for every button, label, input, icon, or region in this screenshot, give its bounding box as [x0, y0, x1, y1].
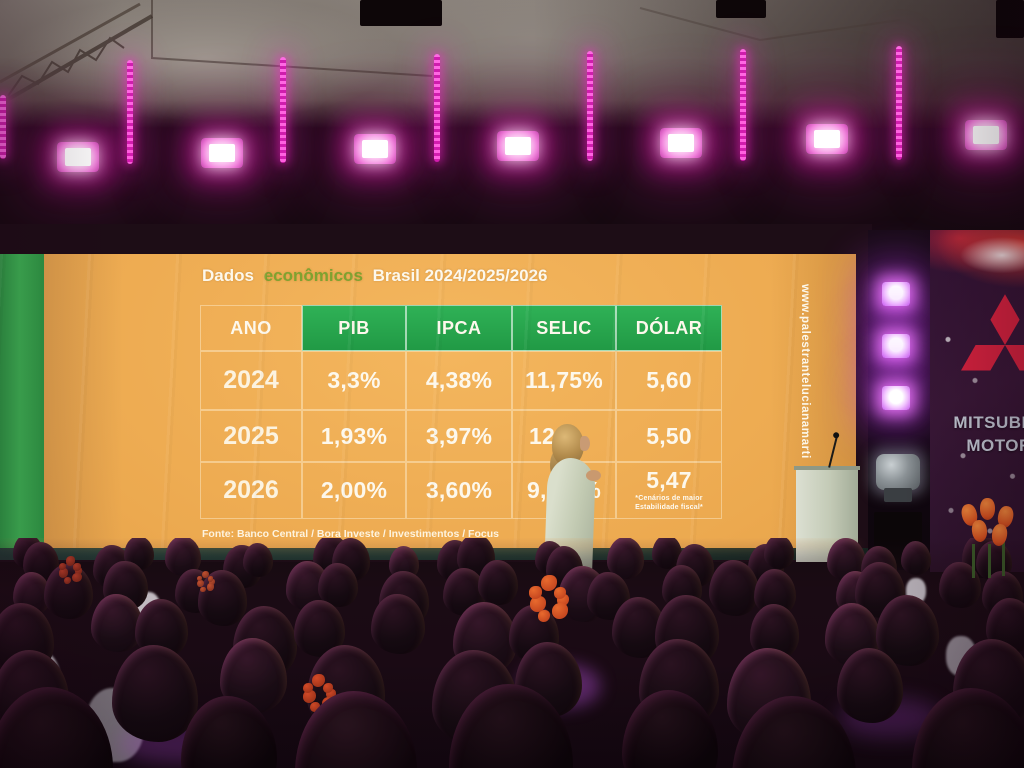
slide-title: Dados econômicos Brasil 2024/2025/2026 [202, 266, 553, 286]
stage-light-strip [0, 95, 6, 159]
stage-light-panel [965, 120, 1007, 150]
truss-light [882, 386, 910, 410]
title-word-economicos: econômicos [263, 266, 363, 285]
cell-2024-pib: 3,3% [302, 351, 406, 410]
cell-2025-ano: 2025 [200, 410, 302, 462]
cell-2026-pib: 2,00% [302, 462, 406, 519]
banner-brand-line1: MITSUBISHI [953, 413, 1024, 432]
cell-2025-pib: 1,93% [302, 410, 406, 462]
header-dolar: DÓLAR [616, 305, 722, 351]
dolar-footnote-line2: Estabilidade fiscal* [635, 504, 703, 511]
economic-table: ANO PIB IPCA SELIC DÓLAR 2024 3,3% 4,38%… [200, 305, 722, 519]
audience-head [478, 560, 518, 605]
speaker-face [580, 436, 590, 451]
stage-light-strip [280, 57, 286, 163]
lighting-truss-right [868, 230, 930, 570]
projection-screen: Dados econômicos Brasil 2024/2025/2026 A… [0, 254, 856, 550]
cell-2025-ipca: 3,97% [406, 410, 512, 462]
website-vertical-text: www.palestrantelucianamarti [799, 284, 811, 459]
audience-head [371, 594, 425, 655]
cell-2024-dolar: 5,60 [616, 351, 722, 410]
dolar-footnote: *Cenários de maior Estabilidade fiscal* [635, 494, 703, 512]
slide-green-bar [0, 254, 44, 550]
ceiling-truss-icon [0, 0, 901, 106]
stage-light-panel [354, 134, 396, 164]
stage-light-panel [806, 124, 848, 154]
truss-light [882, 282, 910, 306]
audience-head [836, 648, 904, 723]
dolar-2026-value: 5,47 [646, 466, 692, 493]
centerpiece-flowers [528, 575, 572, 623]
audience-head [91, 594, 143, 653]
cell-2026-ipca: 3,60% [406, 462, 512, 519]
banner-red-graphic [930, 230, 1024, 314]
centerpiece-flowers [196, 570, 216, 593]
banner-brand-line2: MOTORS [966, 435, 1024, 455]
stage-light-panel [201, 138, 243, 168]
stage-light-strip [127, 60, 133, 164]
banner-flowers [952, 498, 1024, 578]
stage-light-panel [497, 131, 539, 161]
audience-head [198, 570, 248, 626]
stage-light-panel [57, 142, 99, 172]
audience [0, 538, 1024, 768]
cell-2024-ano: 2024 [200, 351, 302, 410]
audience-head [111, 644, 199, 742]
header-pib: PIB [302, 305, 406, 351]
warm-screen-reflection [0, 538, 860, 551]
stage-light-strip [434, 54, 440, 162]
audience-head [763, 538, 794, 569]
cell-2026-dolar: 5,47 *Cenários de maior Estabilidade fis… [616, 462, 722, 519]
stage-light-strip [740, 49, 746, 161]
centerpiece-flowers [58, 556, 84, 585]
stage-light-strip [896, 46, 902, 160]
header-ano: ANO [200, 305, 302, 351]
cell-2025-dolar: 5,50 [616, 410, 722, 462]
dolar-footnote-line1: *Cenários de maior [635, 494, 703, 502]
audience-head [318, 562, 358, 607]
cell-2026-ano: 2026 [200, 462, 302, 519]
header-selic: SELIC [512, 305, 616, 351]
banner-brand-text: MITSUBISHI MOTORS [930, 412, 1024, 458]
speaker-hand [586, 470, 601, 481]
mitsubishi-logo-icon [961, 294, 1024, 371]
audience-head [242, 543, 273, 577]
audience-head [43, 563, 93, 619]
truss-light [882, 334, 910, 358]
rigging-box [996, 0, 1024, 38]
audience-head [708, 560, 759, 617]
header-ipca: IPCA [406, 305, 512, 351]
stage-lights [0, 0, 1024, 240]
title-word-dados: Dados [202, 266, 254, 285]
cell-2024-selic: 11,75% [512, 351, 616, 410]
ceiling [0, 0, 1024, 128]
audience-head [900, 541, 931, 575]
cell-2024-ipca: 4,38% [406, 351, 512, 410]
moving-head-base [884, 488, 912, 502]
stage-light-panel [660, 128, 702, 158]
speaker-silhouette [543, 424, 610, 577]
moving-head-light [876, 454, 920, 502]
rigging-box [360, 0, 442, 26]
stage-light-strip [587, 51, 593, 161]
title-word-brasil-anos: Brasil 2024/2025/2026 [372, 266, 548, 285]
rigging-box [716, 0, 766, 18]
